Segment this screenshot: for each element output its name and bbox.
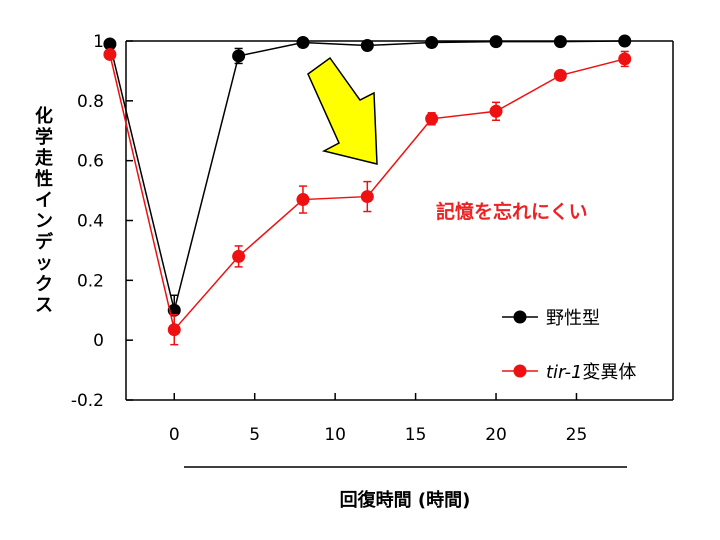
series-0 [103, 34, 632, 326]
data-point [360, 38, 374, 52]
legend: 野性型 tir-1変異体 [502, 308, 636, 383]
data-point [167, 323, 181, 337]
series-layer [103, 34, 632, 346]
series-line-0 [109, 40, 625, 311]
x-tick-label: 0 [169, 425, 180, 445]
legend-label-mutant: tir-1変異体 [546, 362, 636, 383]
x-tick-label: 10 [324, 425, 346, 445]
x-axis-label: 回復時間 (時間) [340, 489, 471, 511]
data-point [103, 47, 117, 61]
axes: -0.200.20.40.60.810 5 10 15 20 25 [71, 32, 674, 445]
y-axis-label: 化学走性インデックス [35, 105, 54, 316]
x-tick-label: 15 [405, 425, 427, 445]
legend-label-mutant-italic: tir-1 [546, 362, 582, 383]
data-point [618, 34, 632, 48]
data-point [553, 68, 567, 82]
y-tick-label: 0.6 [77, 152, 104, 172]
data-point [232, 49, 246, 63]
data-point [425, 112, 439, 126]
data-point [232, 249, 246, 263]
data-point [425, 35, 439, 49]
annotation-text: 記憶を忘れにくい [436, 200, 588, 223]
series-1 [103, 47, 632, 346]
data-point [489, 35, 503, 49]
y-tick-label: -0.2 [71, 391, 104, 411]
data-point [360, 190, 374, 204]
x-tick-label: 25 [566, 425, 588, 445]
legend-item-mutant: tir-1変異体 [502, 362, 636, 383]
legend-label-mutant-suffix: 変異体 [582, 362, 636, 383]
y-tick-label: 0.2 [77, 271, 104, 291]
x-tick-label: 20 [485, 425, 507, 445]
data-point [296, 35, 310, 49]
data-point [618, 52, 632, 66]
y-tick-label: 0 [93, 331, 104, 351]
data-point [296, 193, 310, 207]
x-tick-label: 5 [249, 425, 260, 445]
annotation-arrow [307, 56, 378, 165]
data-point [489, 104, 503, 118]
data-point [553, 35, 567, 49]
y-tick-label: 1 [93, 32, 104, 52]
legend-label-wildtype: 野性型 [546, 308, 600, 329]
legend-item-wildtype: 野性型 [502, 308, 600, 329]
data-point [103, 37, 117, 51]
y-tick-label: 0.4 [77, 212, 104, 232]
y-tick-label: 0.8 [77, 92, 104, 112]
